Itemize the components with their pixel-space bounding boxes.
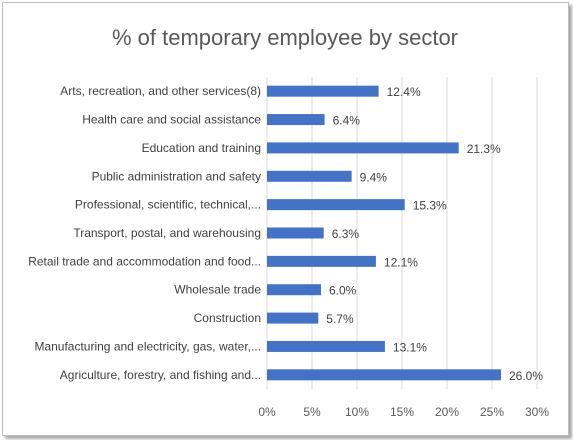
bar <box>267 227 324 239</box>
bar-chart: % of temporary employee by sector Arts, … <box>28 25 549 419</box>
bar <box>267 369 501 381</box>
data-label: 12.4% <box>387 85 421 99</box>
bars <box>267 85 501 381</box>
x-tick-label: 20% <box>435 405 459 419</box>
data-label: 6.4% <box>333 114 361 128</box>
data-label: 21.3% <box>467 142 501 156</box>
category-label: Retail trade and accommodation and food.… <box>28 254 261 268</box>
x-tick-label: 15% <box>390 405 414 419</box>
category-label: Professional, scientific, technical,... <box>75 198 261 212</box>
category-labels: Arts, recreation, and other services(8) H… <box>28 84 261 382</box>
bar <box>267 114 325 126</box>
data-labels: 12.4% 6.4% 21.3% 9.4% 15.3% 6.3% 12.1% 6.0% 5.7%… <box>326 85 543 383</box>
data-label: 12.1% <box>384 255 418 269</box>
data-label: 6.3% <box>332 227 360 241</box>
data-label: 26.0% <box>509 369 543 383</box>
bar <box>267 340 385 352</box>
bar <box>267 85 379 97</box>
x-tick-label: 30% <box>525 405 549 419</box>
data-label: 6.0% <box>329 284 357 298</box>
bar <box>267 199 405 211</box>
category-label: Wholesale trade <box>174 283 261 297</box>
data-label: 9.4% <box>360 170 388 184</box>
x-tick-label: 5% <box>303 405 321 419</box>
category-label: Public administration and safety <box>92 169 261 183</box>
gridlines <box>266 77 538 389</box>
bar <box>267 312 319 324</box>
bar <box>267 142 459 154</box>
data-label: 15.3% <box>413 199 447 213</box>
category-label: Arts, recreation, and other services(8) <box>60 84 261 98</box>
x-tick-label: 10% <box>345 405 369 419</box>
category-label: Agriculture, forestry, and fishing and..… <box>60 368 261 382</box>
category-label: Education and training <box>142 141 261 155</box>
category-label: Transport, postal, and warehousing <box>73 226 261 240</box>
data-label: 5.7% <box>326 312 354 326</box>
x-tick-label: 0% <box>258 405 276 419</box>
category-label: Construction <box>194 311 261 325</box>
bar <box>267 170 352 182</box>
category-label: Health care and social assistance <box>82 113 261 127</box>
category-label: Manufacturing and electricity, gas, wate… <box>34 339 261 353</box>
bar <box>267 284 321 296</box>
chart-frame: % of temporary employee by sector Arts, … <box>2 2 569 436</box>
chart-title: % of temporary employee by sector <box>112 25 458 50</box>
bar <box>267 255 376 267</box>
x-tick-label: 25% <box>480 405 504 419</box>
x-axis-ticks: 0% 5% 10% 15% 20% 25% 30% <box>258 405 549 419</box>
data-label: 13.1% <box>393 340 427 354</box>
